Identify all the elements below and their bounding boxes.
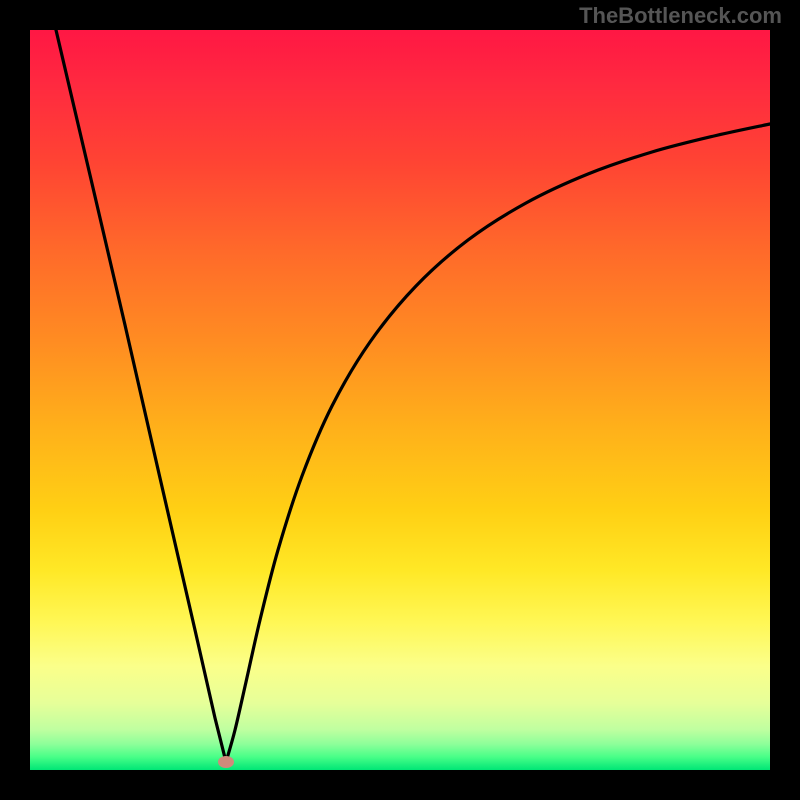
bottleneck-curve [30,30,770,770]
curve-left-branch [56,30,226,762]
minimum-marker [218,756,234,768]
watermark-text: TheBottleneck.com [579,3,782,29]
chart-container: TheBottleneck.com [0,0,800,800]
plot-area [30,30,770,770]
curve-right-branch [226,124,770,762]
